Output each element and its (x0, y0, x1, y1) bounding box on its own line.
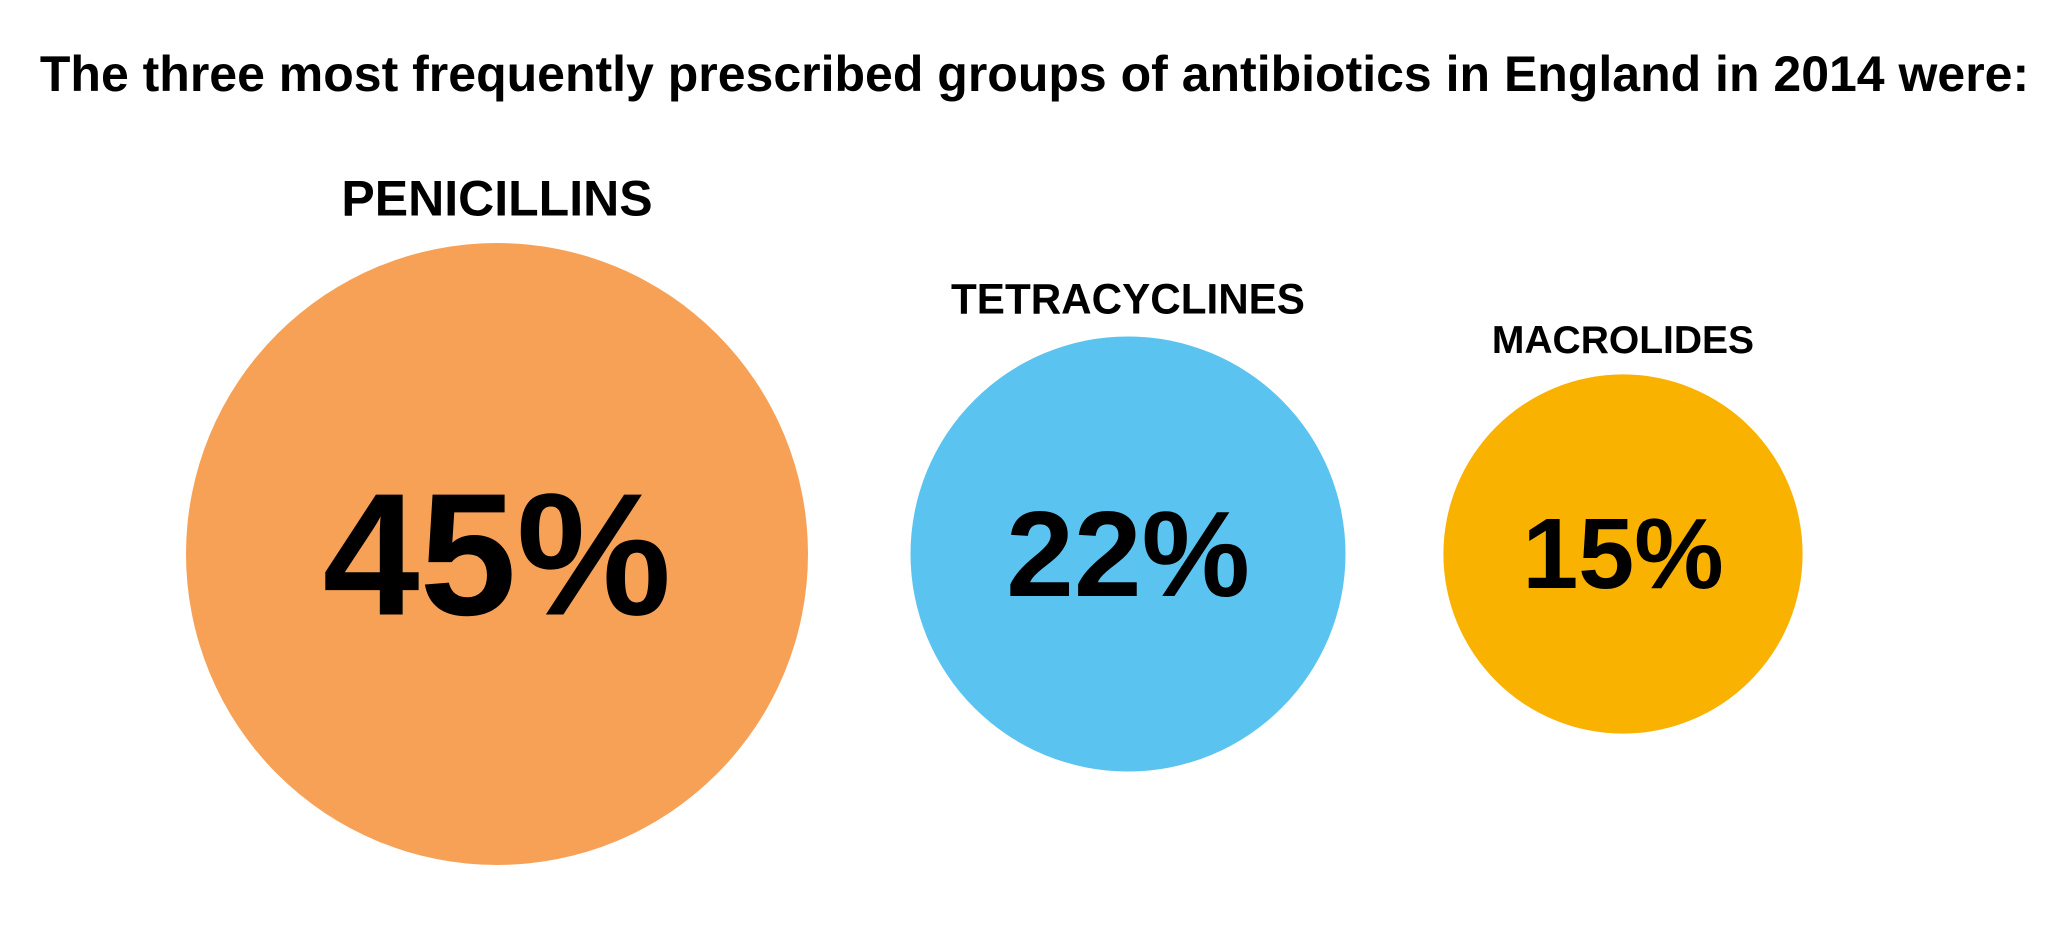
value-label-tetracyclines: 22% (1006, 486, 1250, 622)
bubble-tetracyclines (910, 336, 1346, 772)
bubble-group: 45% PENICILLINS 22% TETRACYCLINES 15% MACROLI… (186, 171, 1803, 865)
value-label-macrolides: 15% (1522, 498, 1723, 610)
category-label-macrolides: MACROLIDES (1492, 319, 1754, 362)
chart-title: The three most frequently prescribed gro… (39, 46, 2030, 102)
category-label-tetracyclines: TETRACYCLINES (951, 275, 1305, 322)
bubble-penicillins (186, 243, 808, 865)
category-label-penicillins: PENICILLINS (341, 171, 652, 227)
bubble-macrolides (1443, 374, 1803, 734)
value-label-penicillins: 45% (323, 457, 672, 652)
